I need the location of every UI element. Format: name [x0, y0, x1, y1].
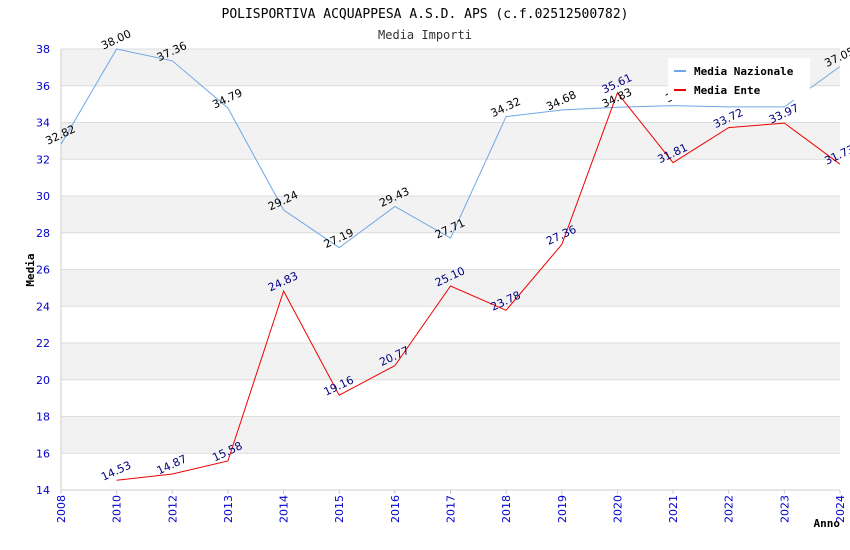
band [61, 159, 840, 196]
x-tick-label: 2010 [111, 495, 124, 523]
x-tick-label: 2019 [556, 495, 569, 523]
band [61, 232, 840, 270]
band [61, 196, 840, 233]
y-tick-label: 28 [36, 227, 50, 240]
x-tick-label: 2021 [667, 495, 680, 523]
x-tick-label: 2014 [278, 495, 291, 523]
y-tick-label: 16 [36, 447, 50, 460]
x-tick-label: 2016 [389, 495, 402, 523]
x-tick-label: 2018 [500, 495, 513, 523]
series-lines [60, 48, 841, 481]
y-axis-label: Media [24, 253, 37, 286]
band [61, 343, 840, 380]
x-tick-label: 2023 [778, 495, 791, 523]
band [61, 453, 840, 490]
x-tick-label: 2022 [723, 495, 736, 523]
y-tick-label: 34 [36, 117, 50, 130]
chart-subtitle: Media Importi [378, 28, 472, 42]
series-line-media-ente [116, 91, 841, 481]
y-tick-label: 24 [36, 300, 50, 313]
legend-box [668, 58, 810, 100]
x-tick-label: 2012 [166, 495, 179, 523]
band [61, 122, 840, 160]
y-tick-label: 26 [36, 264, 50, 277]
y-ticks: 14 16 18 20 22 24 26 28 30 32 34 36 38 [36, 43, 50, 497]
legend-label-media-nazionale: Media Nazionale [694, 65, 794, 78]
series-line-media-nazionale [60, 48, 841, 249]
x-tick-label: 2020 [611, 495, 624, 523]
x-tick-label: 2008 [55, 495, 68, 523]
x-tick-label: 2024 [834, 495, 847, 523]
legend-label-media-ente: Media Ente [694, 84, 761, 97]
x-axis-label: Anno [814, 517, 841, 530]
legend: Media Nazionale Media Ente [668, 58, 810, 100]
y-tick-label: 22 [36, 337, 50, 350]
y-tick-label: 20 [36, 374, 50, 387]
y-tick-label: 30 [36, 190, 50, 203]
chart-title: POLISPORTIVA ACQUAPPESA A.S.D. APS (c.f.… [222, 7, 629, 22]
y-tick-label: 14 [36, 484, 50, 497]
band [61, 416, 840, 454]
x-tick-label: 2015 [333, 495, 346, 523]
x-tick-label: 2017 [445, 495, 458, 523]
band [61, 379, 840, 417]
band [61, 269, 840, 307]
y-tick-label: 38 [36, 43, 50, 56]
y-tick-label: 32 [36, 153, 50, 166]
plot-background [61, 49, 840, 490]
y-tick-label: 36 [36, 80, 50, 93]
y-tick-label: 18 [36, 411, 50, 424]
x-ticks: 2008 2010 2012 2013 2014 2015 2016 2017 2018 2019… [55, 490, 847, 523]
band [61, 306, 840, 343]
x-tick-label: 2013 [222, 495, 235, 523]
